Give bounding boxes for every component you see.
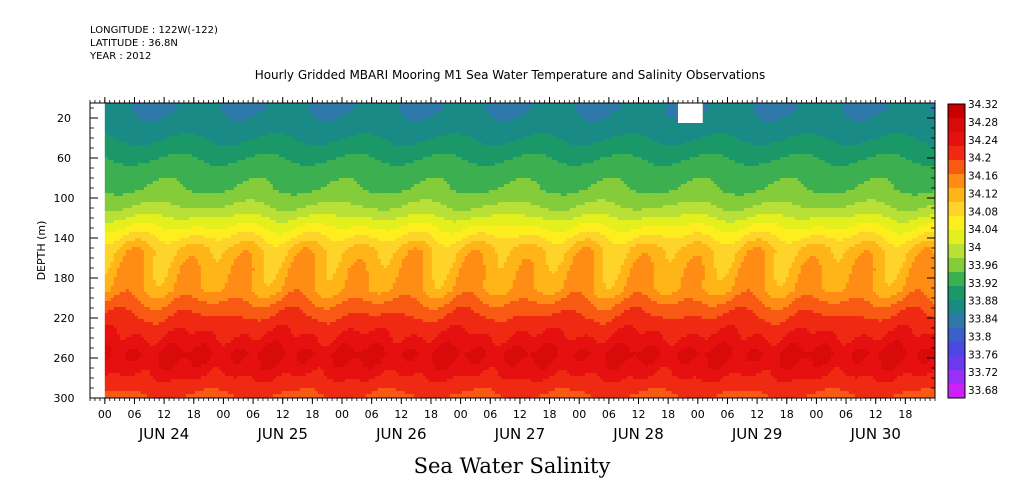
colorbar-swatch (948, 384, 965, 399)
year-label: YEAR : 2012 (90, 50, 218, 63)
x-hour-tick-label: 00 (98, 408, 112, 421)
colorbar-swatch (948, 146, 965, 161)
x-hour-tick-label: 18 (305, 408, 319, 421)
colorbar-label: 33.68 (968, 385, 998, 397)
missing-data-patch (678, 103, 703, 123)
x-hour-tick-label: 06 (839, 408, 853, 421)
x-hour-tick-label: 18 (424, 408, 438, 421)
colorbar-swatch (948, 286, 965, 301)
colorbar-label: 34.28 (968, 117, 998, 129)
x-hour-tick-label: 12 (513, 408, 527, 421)
colorbar-swatch (948, 160, 965, 175)
colorbar: 34.32 34.28 34.24 34.2 34.16 34.12 34.08 34.04 3… (947, 99, 998, 399)
colorbar-swatch (948, 104, 965, 119)
x-hour-tick-label: 00 (216, 408, 230, 421)
colorbar-label: 34.16 (968, 171, 998, 183)
plot-area (104, 103, 935, 398)
colorbar-swatch (948, 314, 965, 329)
x-hour-tick-label: 18 (780, 408, 794, 421)
x-hour-tick-label: 12 (750, 408, 764, 421)
x-hour-tick-label: 06 (483, 408, 497, 421)
colorbar-label: 33.84 (968, 314, 998, 326)
axes: 00 06 12 18 00 06 12 18 00 06 12 18 00 06 12 18 00 06 12 18… (35, 97, 936, 443)
x-hour-tick-label: 18 (898, 408, 912, 421)
colorbar-swatch (948, 356, 965, 371)
colorbar-swatch (948, 370, 965, 385)
location-metadata: LONGITUDE : 122W(-122) LATITUDE : 36.8N … (90, 24, 218, 63)
x-day-label: JUN 30 (849, 425, 900, 443)
colorbar-label: 33.72 (968, 367, 998, 379)
colorbar-swatch (948, 216, 965, 231)
colorbar-label: 34.2 (968, 153, 991, 165)
x-hour-tick-label: 12 (276, 408, 290, 421)
x-hour-tick-label: 00 (454, 408, 468, 421)
y-tick-label: 100 (54, 192, 75, 205)
colorbar-label: 34 (968, 242, 982, 254)
colorbar-label: 34.32 (968, 99, 998, 111)
y-axis-label: DEPTH (m) (35, 221, 48, 281)
x-day-label: JUN 28 (612, 425, 663, 443)
y-tick-label: 220 (54, 312, 75, 325)
x-day-label: JUN 27 (494, 425, 545, 443)
x-day-label: JUN 29 (731, 425, 782, 443)
colorbar-label: 33.76 (968, 349, 998, 361)
x-hour-tick-label: 06 (720, 408, 734, 421)
y-tick-label: 300 (54, 392, 75, 405)
colorbar-swatch (948, 300, 965, 315)
y-tick-label: 180 (54, 272, 75, 285)
colorbar-swatch (948, 328, 965, 343)
colorbar-swatch (948, 244, 965, 259)
colorbar-label: 33.92 (968, 278, 998, 290)
colorbar-swatch (948, 230, 965, 245)
x-hour-tick-label: 18 (661, 408, 675, 421)
colorbar-label: 34.08 (968, 206, 998, 218)
x-day-label: JUN 25 (256, 425, 307, 443)
colorbar-swatch (948, 202, 965, 217)
colorbar-label: 34.12 (968, 188, 998, 200)
colorbar-label: 34.04 (968, 224, 998, 236)
colorbar-swatch (948, 118, 965, 133)
x-day-label: JUN 24 (138, 425, 189, 443)
colorbar-swatch (948, 188, 965, 203)
colorbar-label: 34.24 (968, 135, 998, 147)
x-hour-tick-label: 06 (246, 408, 260, 421)
x-hour-tick-label: 12 (394, 408, 408, 421)
longitude-label: LONGITUDE : 122W(-122) (90, 24, 218, 37)
x-hour-tick-label: 00 (572, 408, 586, 421)
y-tick-label: 260 (54, 352, 75, 365)
x-day-label: JUN 26 (375, 425, 426, 443)
colorbar-label: 33.88 (968, 296, 998, 308)
colorbar-swatch (948, 272, 965, 287)
x-hour-tick-label: 18 (543, 408, 557, 421)
colorbar-swatch (948, 258, 965, 273)
colorbar-swatch (948, 174, 965, 189)
x-hour-tick-label: 12 (869, 408, 883, 421)
colorbar-swatch (948, 132, 965, 147)
x-hour-tick-label: 06 (602, 408, 616, 421)
chart-title: Hourly Gridded MBARI Mooring M1 Sea Wate… (130, 68, 890, 82)
x-hour-tick-label: 00 (335, 408, 349, 421)
x-hour-tick-label: 18 (187, 408, 201, 421)
x-hour-tick-label: 12 (157, 408, 171, 421)
x-hour-tick-label: 12 (632, 408, 646, 421)
x-axis-title: Sea Water Salinity (130, 454, 894, 478)
latitude-label: LATITUDE : 36.8N (90, 37, 218, 50)
y-tick-label: 20 (57, 112, 71, 125)
x-hour-tick-label: 06 (127, 408, 141, 421)
x-hour-tick-label: 00 (809, 408, 823, 421)
x-hour-tick-label: 06 (365, 408, 379, 421)
colorbar-label: 33.96 (968, 260, 998, 272)
y-tick-label: 60 (57, 152, 71, 165)
colorbar-label: 33.8 (968, 331, 991, 343)
x-hour-tick-label: 00 (691, 408, 705, 421)
colorbar-swatch (948, 342, 965, 357)
y-tick-label: 140 (54, 232, 75, 245)
